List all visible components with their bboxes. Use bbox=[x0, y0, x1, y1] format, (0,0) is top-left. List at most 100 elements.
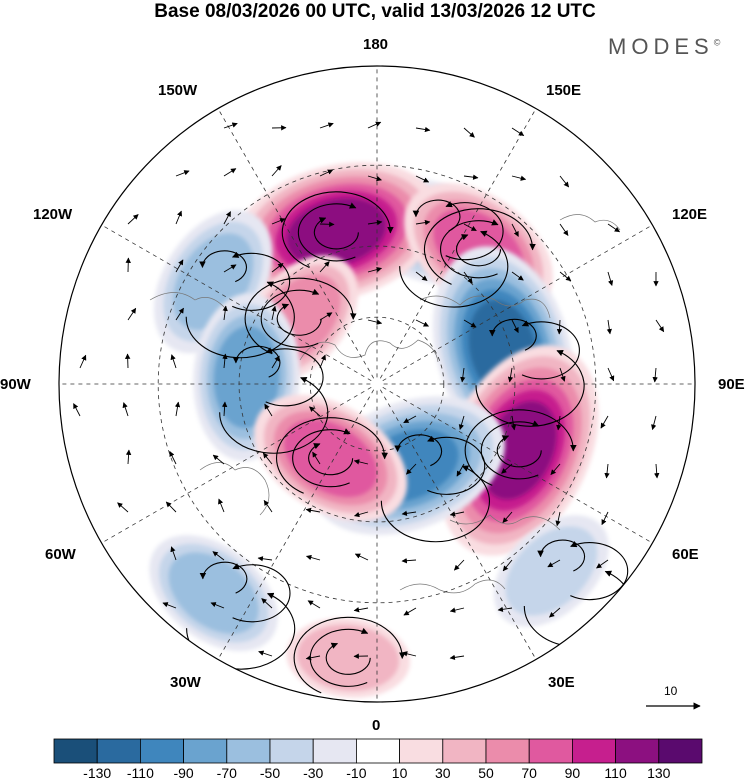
flow-vector bbox=[175, 259, 184, 273]
lon-label-90e: 90E bbox=[718, 376, 745, 393]
flow-vector bbox=[319, 122, 334, 129]
flow-vector bbox=[73, 403, 81, 417]
streamline bbox=[427, 435, 486, 495]
flow-vector bbox=[596, 559, 609, 569]
coastline-layer bbox=[149, 214, 621, 594]
flow-vector bbox=[271, 355, 280, 369]
flow-vector bbox=[367, 219, 383, 226]
flow-vector bbox=[559, 271, 572, 282]
anomaly-high-165e bbox=[232, 162, 441, 303]
streamline bbox=[308, 443, 354, 476]
colorbar-tick-label: 110 bbox=[604, 765, 627, 781]
streamline bbox=[464, 409, 577, 486]
flow-vector bbox=[607, 223, 621, 233]
flow-vector bbox=[305, 655, 321, 661]
streamlines bbox=[73, 121, 665, 694]
colorbar-swatch bbox=[139, 738, 184, 764]
flow-vector bbox=[463, 319, 477, 328]
lon-label-180: 180 bbox=[363, 36, 389, 53]
anomaly-contour bbox=[286, 198, 387, 267]
flow-vector bbox=[125, 449, 132, 465]
coastline bbox=[199, 462, 270, 516]
colorbar-swatch bbox=[442, 738, 487, 764]
flow-vector bbox=[271, 263, 284, 273]
flow-vector bbox=[212, 551, 225, 561]
flow-vector bbox=[463, 127, 475, 138]
streamline bbox=[292, 428, 351, 488]
streamline bbox=[297, 202, 357, 262]
colorbar-swatch bbox=[53, 738, 98, 764]
streamline bbox=[521, 320, 580, 380]
colorbar-tick-label: 30 bbox=[435, 765, 451, 781]
meridian-line bbox=[101, 224, 372, 382]
flow-vector bbox=[556, 415, 562, 431]
flow-vector bbox=[170, 354, 177, 369]
colorbar-swatch bbox=[269, 738, 314, 764]
flow-vector bbox=[79, 354, 87, 369]
flow-vector bbox=[264, 403, 273, 417]
colorbar-tick-label: -10 bbox=[346, 765, 367, 781]
lon-label-120w: 120W bbox=[33, 206, 73, 223]
flow-vector bbox=[511, 271, 524, 281]
colorbar-swatch bbox=[399, 738, 444, 764]
anomaly-high-10e bbox=[286, 617, 411, 698]
coastline bbox=[399, 579, 506, 594]
flow-vector bbox=[511, 175, 527, 181]
meridian-line bbox=[379, 389, 537, 660]
flow-vector bbox=[218, 498, 225, 513]
flow-vector bbox=[507, 367, 514, 383]
flow-vector bbox=[306, 554, 321, 561]
flow-vector bbox=[604, 463, 610, 479]
streamline bbox=[445, 201, 504, 261]
lon-label-30e: 30E bbox=[548, 674, 575, 691]
flow-vector bbox=[463, 174, 479, 180]
anomaly-contour bbox=[213, 326, 280, 429]
flow-vector bbox=[655, 319, 665, 333]
flow-vector bbox=[607, 367, 615, 382]
colorbar-swatch bbox=[572, 738, 617, 764]
streamline bbox=[219, 376, 329, 454]
streamline bbox=[399, 230, 509, 308]
flow-vector bbox=[127, 214, 139, 225]
anomaly-high-60w bbox=[440, 345, 599, 556]
lon-label-150w: 150W bbox=[158, 82, 198, 99]
streamline bbox=[439, 219, 499, 279]
flow-vector bbox=[511, 319, 519, 333]
flow-vector bbox=[449, 607, 465, 613]
flow-vector bbox=[117, 502, 129, 513]
flow-vector bbox=[547, 559, 561, 568]
flow-vector bbox=[415, 319, 429, 327]
flow-vector bbox=[271, 305, 277, 321]
flow-vector bbox=[354, 511, 369, 518]
meridian-line bbox=[217, 108, 375, 379]
colorbar-tick-label: 50 bbox=[478, 765, 494, 781]
flow-vector bbox=[559, 223, 569, 236]
flow-vector bbox=[319, 354, 326, 369]
flow-vector bbox=[174, 401, 181, 417]
flow-vector bbox=[401, 558, 417, 564]
coastline bbox=[419, 295, 551, 319]
flow-vector bbox=[312, 451, 321, 465]
flow-vector bbox=[453, 559, 465, 571]
flow-vector bbox=[367, 319, 383, 325]
flow-vector bbox=[654, 463, 660, 479]
modes-brand: MODES© bbox=[608, 34, 720, 60]
flow-vector bbox=[210, 602, 225, 609]
flow-vector bbox=[556, 319, 563, 335]
flow-vector bbox=[555, 511, 561, 527]
flow-vector bbox=[511, 223, 519, 237]
flow-vector bbox=[559, 367, 566, 382]
streamline bbox=[325, 642, 371, 675]
flow-vector bbox=[501, 463, 513, 474]
flow-vector bbox=[510, 415, 517, 431]
flow-vector bbox=[606, 319, 612, 335]
colorbar-tick-label: 70 bbox=[521, 765, 537, 781]
colorbar-tick-label: 90 bbox=[564, 765, 581, 781]
lon-label-30w: 30W bbox=[170, 674, 201, 691]
streamline bbox=[313, 217, 359, 250]
flow-vector bbox=[403, 415, 417, 424]
flow-vector bbox=[319, 169, 334, 177]
colorbar-tick-label: -110 bbox=[126, 765, 154, 781]
lon-label-60w: 60W bbox=[45, 546, 76, 563]
